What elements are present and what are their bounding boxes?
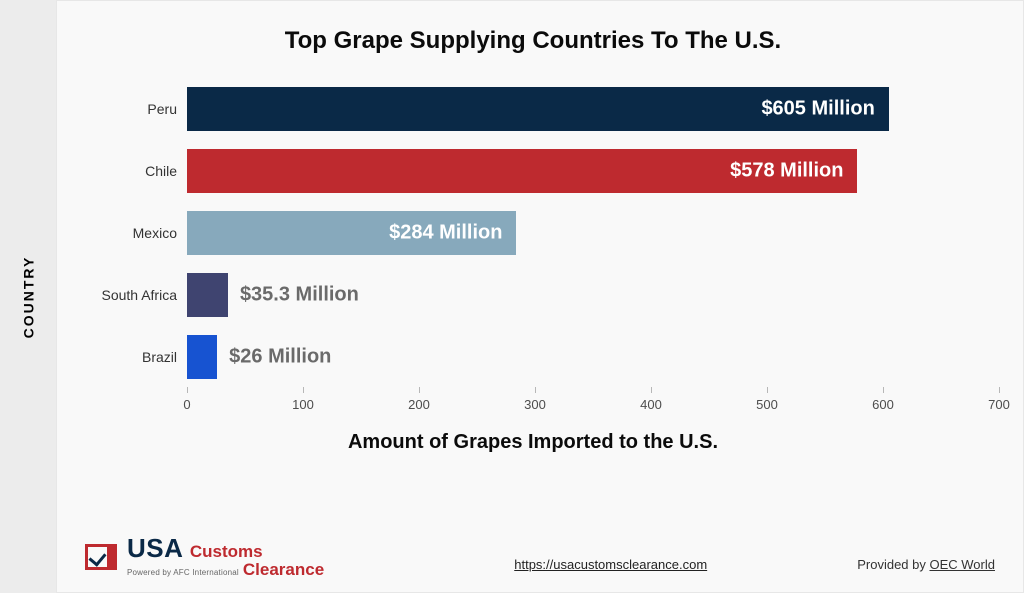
bar-row: Chile $578 Million xyxy=(67,149,999,193)
x-tick-label: 300 xyxy=(524,397,546,412)
x-tick xyxy=(535,387,536,393)
x-tick xyxy=(303,387,304,393)
bar-track: $578 Million xyxy=(187,149,999,193)
logo-check-icon xyxy=(85,544,117,570)
plot-area: Peru $605 Million Chile $578 Million Mexico $… xyxy=(67,81,999,379)
chart-panel: Top Grape Supplying Countries To The U.S… xyxy=(56,0,1024,593)
x-tick xyxy=(999,387,1000,393)
logo-clearance: Clearance xyxy=(243,561,324,578)
chart-wrap: Peru $605 Million Chile $578 Million Mexico $… xyxy=(67,81,999,511)
x-tick xyxy=(651,387,652,393)
x-tick-label: 200 xyxy=(408,397,430,412)
bar-value-label: $284 Million xyxy=(389,222,502,245)
attribution-prefix: Provided by xyxy=(857,557,929,572)
bar-value-label: $35.3 Million xyxy=(240,284,359,307)
logo-usa: USA xyxy=(127,533,183,563)
bar-track: $605 Million xyxy=(187,87,999,131)
category-label: Chile xyxy=(67,163,187,179)
bar-row: South Africa $35.3 Million xyxy=(67,273,999,317)
category-label: Brazil xyxy=(67,349,187,365)
x-tick xyxy=(883,387,884,393)
chart-title: Top Grape Supplying Countries To The U.S… xyxy=(67,27,999,55)
side-strip: COUNTRY xyxy=(0,0,56,593)
x-tick-label: 100 xyxy=(292,397,314,412)
bar xyxy=(187,273,228,317)
x-tick xyxy=(187,387,188,393)
x-tick-label: 600 xyxy=(872,397,894,412)
bar-track: $35.3 Million xyxy=(187,273,999,317)
bar xyxy=(187,335,217,379)
bar-value-label: $605 Million xyxy=(761,98,874,121)
bar-track: $26 Million xyxy=(187,335,999,379)
x-axis-ticks xyxy=(187,387,999,393)
bar-value-label: $26 Million xyxy=(229,346,331,369)
x-tick xyxy=(419,387,420,393)
logo: USA Customs Powered by AFC International… xyxy=(85,535,324,578)
x-tick-label: 0 xyxy=(183,397,190,412)
footer: USA Customs Powered by AFC International… xyxy=(67,535,999,578)
bar-row: Brazil $26 Million xyxy=(67,335,999,379)
bar-track: $284 Million xyxy=(187,211,999,255)
logo-customs: Customs xyxy=(190,542,263,561)
x-tick-label: 500 xyxy=(756,397,778,412)
category-label: Mexico xyxy=(67,225,187,241)
category-label: Peru xyxy=(67,101,187,117)
bar-value-label: $578 Million xyxy=(730,160,843,183)
bar-row: Peru $605 Million xyxy=(67,87,999,131)
source-url[interactable]: https://usacustomsclearance.com xyxy=(514,557,707,572)
x-tick-label: 400 xyxy=(640,397,662,412)
x-tick xyxy=(767,387,768,393)
logo-powered: Powered by AFC International xyxy=(127,569,239,577)
attribution: Provided by OEC World xyxy=(857,557,995,572)
logo-text: USA Customs Powered by AFC International… xyxy=(127,535,324,578)
y-axis-title: COUNTRY xyxy=(20,255,36,338)
x-axis-tick-labels: 0100200300400500600700 xyxy=(187,397,999,417)
bar-row: Mexico $284 Million xyxy=(67,211,999,255)
x-tick-label: 700 xyxy=(988,397,1010,412)
attribution-source[interactable]: OEC World xyxy=(929,557,995,572)
category-label: South Africa xyxy=(67,287,187,303)
x-axis-title: Amount of Grapes Imported to the U.S. xyxy=(67,431,999,454)
